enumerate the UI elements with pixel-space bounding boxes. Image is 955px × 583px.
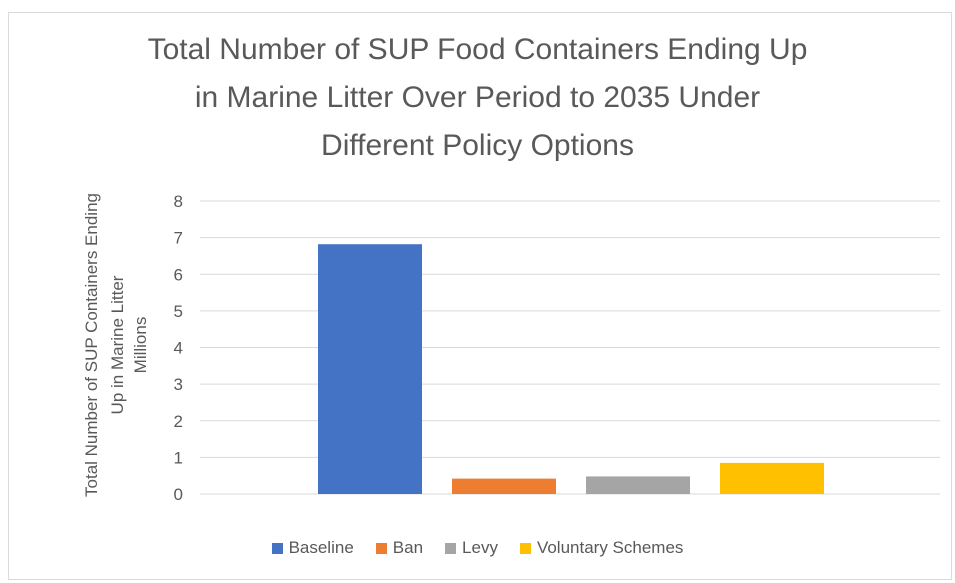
chart-title: Total Number of SUP Food Containers Endi… xyxy=(147,33,808,162)
legend-label: Baseline xyxy=(288,538,354,557)
y-tick-label: 1 xyxy=(174,448,183,467)
legend-swatch xyxy=(375,542,387,554)
legend-swatch xyxy=(519,542,531,554)
bar-baseline xyxy=(318,244,422,494)
y-tick-label: 6 xyxy=(174,265,183,284)
legend-swatch xyxy=(271,542,283,554)
legend-item-voluntary-schemes: Voluntary Schemes xyxy=(519,538,684,558)
legend-swatch xyxy=(445,542,457,554)
y-tick-label: 5 xyxy=(174,302,183,321)
legend-item-baseline: Baseline xyxy=(271,538,354,558)
legend-label: Ban xyxy=(392,538,424,557)
y-tick-label: 8 xyxy=(174,192,183,211)
y-tick-label: 7 xyxy=(174,229,183,248)
bar-ban xyxy=(452,478,556,494)
y-tick-label: 0 xyxy=(174,485,183,504)
legend-label: Levy xyxy=(462,538,498,557)
legend-item-levy: Levy xyxy=(445,538,498,558)
bar-voluntary-schemes xyxy=(720,462,824,494)
bar-levy xyxy=(586,476,690,494)
y-tick-label: 3 xyxy=(174,375,183,394)
legend-item-ban: Ban xyxy=(375,538,424,558)
y-tick-label: 4 xyxy=(174,339,183,358)
y-tick-label: 2 xyxy=(174,412,183,431)
legend-label: Voluntary Schemes xyxy=(536,538,684,557)
legend: Baseline Ban Levy Voluntary Schemes xyxy=(0,538,955,558)
